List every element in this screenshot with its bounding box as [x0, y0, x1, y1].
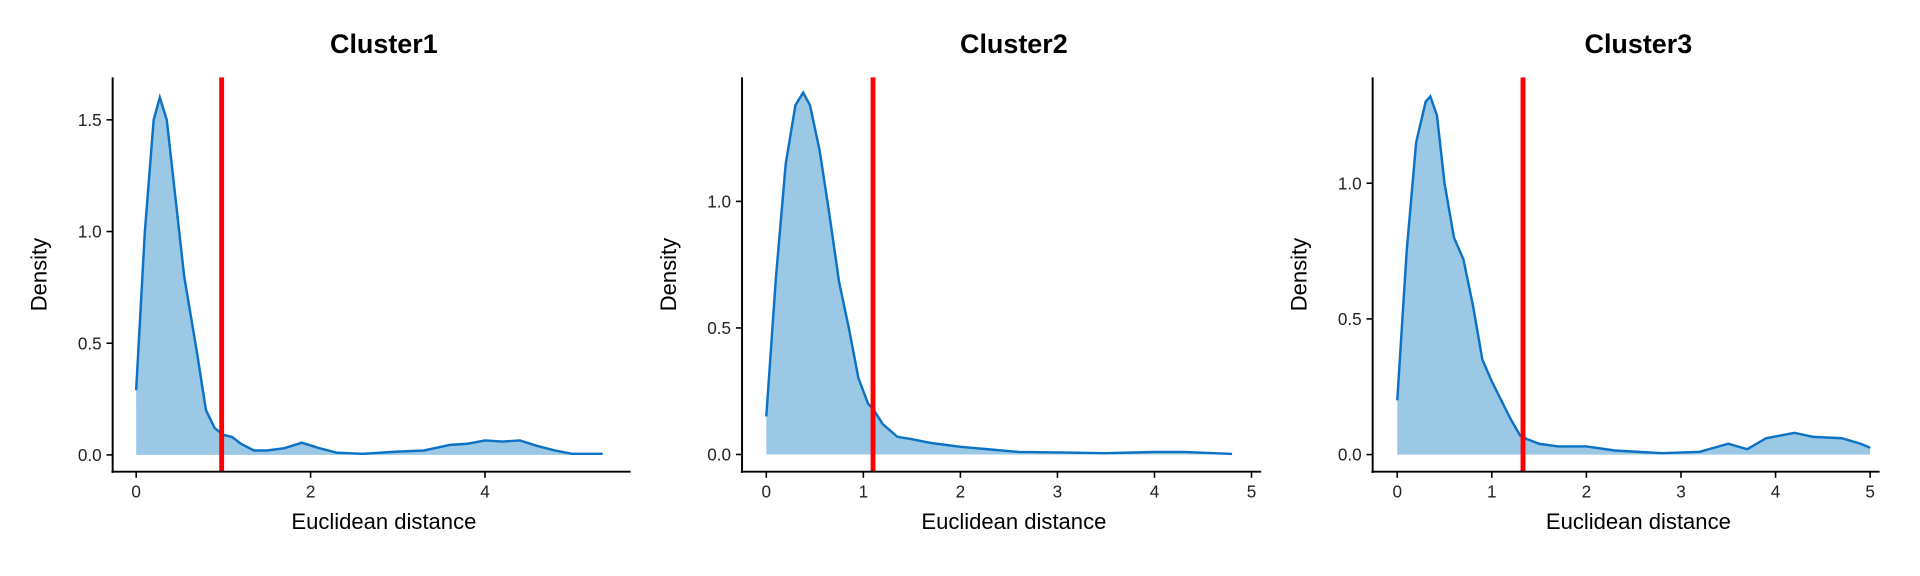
- y-tick-label: 0.5: [1338, 309, 1362, 329]
- x-tick-label: 3: [1053, 481, 1063, 501]
- y-tick-label: 0.0: [78, 445, 102, 465]
- y-axis-label: Density: [656, 238, 681, 311]
- density-area: [1397, 96, 1871, 455]
- panel-cluster1: 0 2 4 0.0 0.5 1.0 1.5 Cluster1 Euclidean distanc…: [27, 29, 631, 534]
- y-tick-label: 1.0: [1338, 173, 1362, 193]
- y-tick-label: 0.0: [1338, 445, 1362, 465]
- x-tick-label: 1: [859, 481, 869, 501]
- x-tick-label: 4: [1771, 481, 1781, 501]
- chart-title: Cluster2: [960, 29, 1068, 59]
- y-tick-label: 0.0: [707, 445, 731, 465]
- panel-cluster2: 0 1 2 3 4 5 0.0 0.5 1.0 Cluster2 Euclidean distanc…: [656, 29, 1262, 534]
- x-axis-label: Euclidean distance: [291, 509, 476, 534]
- y-tick-label: 0.5: [78, 333, 102, 353]
- y-axis-label: Density: [1287, 238, 1312, 311]
- x-tick-label: 2: [306, 481, 316, 501]
- density-area: [136, 97, 603, 455]
- x-axis-label: Euclidean distance: [1546, 509, 1731, 534]
- x-tick-label: 5: [1247, 481, 1257, 501]
- x-axis-label: Euclidean distance: [921, 509, 1106, 534]
- y-axis-label: Density: [27, 238, 52, 311]
- x-tick-label: 4: [1150, 481, 1160, 501]
- x-tick-label: 0: [1392, 481, 1402, 501]
- y-tick-label: 1.5: [78, 110, 102, 130]
- x-tick-label: 5: [1865, 481, 1875, 501]
- density-area: [766, 92, 1233, 455]
- x-tick-label: 0: [762, 481, 772, 501]
- density-line: [134, 93, 603, 456]
- x-tick-label: 0: [131, 481, 141, 501]
- panel-cluster3: 0 1 2 3 4 5 0.0 0.5 1.0 Cluster3 Euclidean distanc…: [1287, 29, 1880, 534]
- x-tick-label: 3: [1676, 481, 1686, 501]
- chart-title: Cluster3: [1585, 29, 1693, 59]
- x-tick-label: 2: [956, 481, 966, 501]
- y-tick-label: 1.0: [78, 222, 102, 242]
- chart-title: Cluster1: [330, 29, 438, 59]
- y-tick-label: 1.0: [707, 192, 731, 212]
- x-tick-label: 2: [1582, 481, 1592, 501]
- x-tick-label: 4: [480, 481, 490, 501]
- y-tick-label: 0.5: [707, 318, 731, 338]
- x-tick-label: 1: [1487, 481, 1497, 501]
